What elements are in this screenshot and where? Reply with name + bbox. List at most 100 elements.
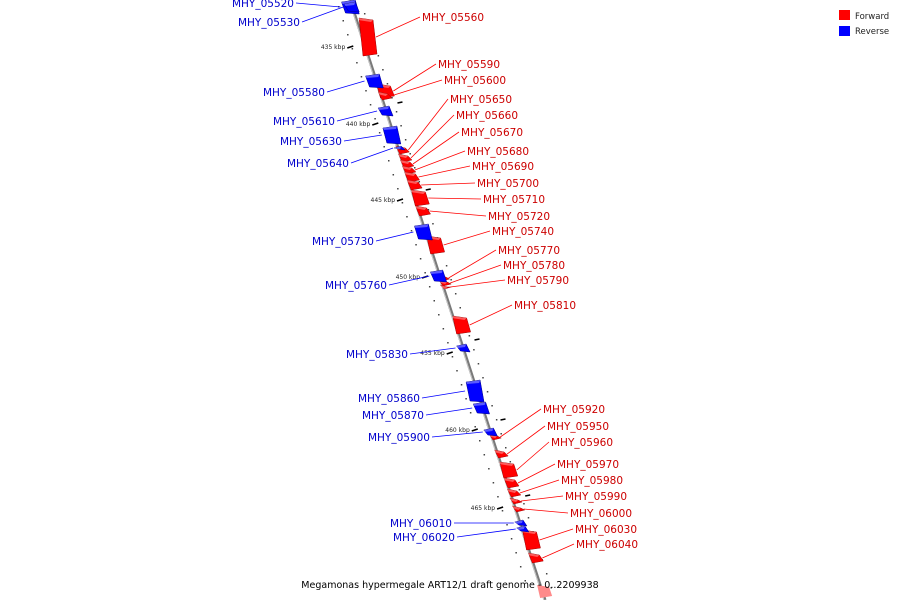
forward-gene-label: MHY_05710 (483, 194, 545, 206)
reverse-gene-label: MHY_05760 (325, 280, 387, 292)
gene-features (341, 0, 553, 598)
minor-tick-mark (386, 83, 389, 85)
minor-tick-mark (383, 146, 385, 148)
minor-tick-mark (428, 286, 431, 288)
minor-tick-mark (378, 132, 381, 134)
scale-tick-label: 450 kbp (396, 274, 421, 281)
gene-leader-line (412, 131, 460, 165)
forward-gene-label: MHY_05590 (438, 59, 500, 71)
forward-gene-label: MHY_05770 (498, 245, 560, 257)
minor-tick-mark (401, 202, 404, 204)
reverse-gene-feature (377, 105, 394, 117)
reverse-gene-label: MHY_05870 (362, 410, 424, 422)
scale-tick-mark (372, 122, 379, 126)
minor-tick-mark (342, 20, 344, 22)
minor-tick-mark (447, 342, 449, 344)
minor-tick-mark (445, 265, 448, 267)
forward-gene-feature (397, 153, 413, 163)
legend-reverse-swatch (839, 26, 850, 36)
minor-tick-mark (477, 363, 480, 365)
forward-gene-feature (521, 529, 541, 551)
gene-leader-line (456, 528, 516, 538)
reverse-gene-feature (516, 525, 530, 533)
minor-tick-mark (442, 328, 445, 330)
minor-tick-mark (550, 587, 552, 589)
forward-gene-feature (358, 17, 378, 57)
minor-tick-mark (392, 174, 395, 176)
minor-tick-mark (365, 90, 367, 92)
reverse-gene-label: MHY_05640 (287, 158, 349, 170)
forward-gene-label: MHY_06040 (576, 539, 638, 551)
gene-leader-line (428, 197, 482, 200)
minor-tick-mark (495, 419, 498, 421)
gene-leader-line (393, 63, 437, 92)
reverse-gene-feature (343, 1, 360, 13)
minor-tick-mark (454, 293, 457, 295)
scale-tick-label: 455 kbp (420, 350, 445, 357)
scale-ticks: 435 kbp 440 kbp 445 kbp 450 kbp 455 kbp 460 k… (321, 44, 531, 512)
scale-tick-mark (474, 338, 480, 341)
gene-leader-line (375, 231, 414, 242)
reverse-gene-label: MHY_05530 (238, 17, 300, 29)
scale-tick-mark (500, 418, 506, 421)
minor-tick-mark (347, 34, 349, 36)
forward-gene-label: MHY_05740 (492, 226, 554, 238)
forward-gene-label: MHY_05690 (472, 161, 534, 173)
gene-leader-line (343, 134, 382, 142)
minor-tick-mark (388, 160, 390, 162)
minor-tick-mark (400, 125, 402, 127)
forward-gene-feature (508, 497, 523, 505)
scale-tick-mark (525, 494, 531, 497)
reverse-gene-label: MHY_05830 (346, 349, 408, 361)
minor-tick-mark (363, 13, 366, 15)
gene-leader-line (326, 80, 365, 93)
forward-gene-feature (403, 171, 420, 183)
reverse-gene-feature (465, 379, 485, 403)
minor-tick-mark (515, 552, 517, 554)
scale-tick-mark (446, 351, 453, 355)
forward-gene-label: MHY_05560 (422, 12, 484, 24)
minor-tick-mark (479, 440, 481, 442)
forward-gene-label: MHY_05970 (557, 459, 619, 471)
forward-gene-feature (527, 552, 544, 564)
minor-tick-mark (351, 48, 354, 50)
minor-tick-mark (483, 454, 486, 456)
gene-leader-line (506, 425, 546, 455)
gene-leader-line (519, 479, 560, 494)
reverse-gene-feature (472, 401, 490, 415)
gene-leader-line (431, 431, 483, 438)
minor-tick-mark (360, 76, 363, 78)
gene-leader-line (390, 79, 443, 97)
minor-tick-mark (414, 167, 416, 169)
minor-tick-mark (395, 111, 398, 113)
gene-leader-line (421, 182, 476, 186)
forward-gene-feature (410, 189, 430, 207)
minor-tick-mark (424, 272, 426, 274)
minor-tick-mark (460, 384, 463, 386)
legend-reverse-label: Reverse (855, 27, 889, 37)
minor-tick-mark (418, 181, 421, 183)
reverse-gene-feature (393, 145, 406, 151)
scale-tick-label: 465 kbp (471, 505, 496, 512)
gene-labels: MHY_05560 MHY_05590 MHY_05600 MHY_05650 MHY_… (232, 0, 638, 559)
gene-leader-line (429, 210, 487, 217)
forward-gene-label: MHY_05920 (543, 404, 605, 416)
gene-leader-line (539, 528, 574, 541)
gene-leader-line (414, 150, 466, 171)
gene-leader-line (375, 16, 421, 38)
scale-tick-mark (397, 101, 403, 104)
scale-tick-mark (347, 45, 354, 49)
minor-tick-mark (450, 279, 452, 281)
minor-tick-mark (506, 524, 508, 526)
minor-tick-mark (524, 580, 526, 582)
minor-tick-mark (406, 216, 408, 218)
gene-leader-line (425, 407, 473, 416)
minor-tick-mark (482, 377, 484, 379)
minor-tick-mark (519, 566, 522, 568)
scale-tick-label: 460 kbp (445, 427, 470, 434)
forward-gene-label: MHY_05650 (450, 94, 512, 106)
gene-leader-line (516, 441, 550, 471)
reverse-gene-label: MHY_05580 (263, 87, 325, 99)
reverse-gene-label: MHY_05520 (232, 0, 294, 10)
reverse-gene-feature (483, 427, 498, 437)
